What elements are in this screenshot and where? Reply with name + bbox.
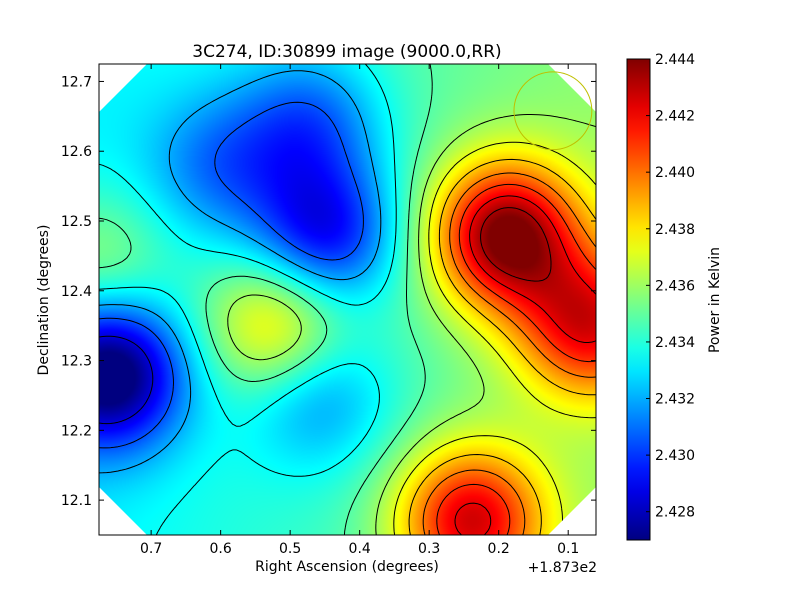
colorbar-tick-label: 2.436 (655, 278, 695, 294)
colorbar-ticks: 2.428 2.430 2.432 2.434 2.436 2.438 2.440 2.442… (646, 52, 695, 521)
x-tick-label: 0.6 (210, 541, 232, 557)
x-axis-ticks: 0.7 0.6 0.5 0.4 0.3 0.2 0.1 (140, 64, 579, 557)
x-tick-label: 0.5 (279, 541, 301, 557)
x-tick-label: 0.1 (557, 541, 579, 557)
colorbar-tick-label: 2.442 (655, 109, 695, 125)
contour-line (99, 70, 382, 474)
colorbar-tick-label: 2.430 (655, 448, 695, 464)
colorbar-tick-label: 2.444 (655, 52, 695, 68)
contour-line (227, 114, 596, 535)
colorbar-tick-label: 2.428 (655, 505, 695, 521)
contour-line (99, 64, 397, 535)
contour-line (422, 172, 596, 535)
footprint-circle (513, 71, 593, 151)
contour-line (393, 141, 596, 535)
colorbar-tick-label: 2.432 (655, 392, 695, 408)
colorbar-frame (626, 58, 651, 541)
contour-line (408, 158, 596, 535)
plot-frame (98, 63, 597, 536)
x-tick-label: 0.4 (349, 541, 371, 557)
y-tick-label: 12.4 (61, 284, 92, 300)
contour-lines (99, 64, 596, 535)
contour-line (99, 101, 364, 449)
x-tick-label: 0.7 (140, 541, 162, 557)
colorbar: 2.428 2.430 2.432 2.434 2.436 2.438 2.440 2.442… (626, 52, 723, 541)
colorbar-tick-label: 2.434 (655, 335, 695, 351)
x-tick-label: 0.3 (418, 541, 440, 557)
x-axis-offset: +1.873e2 (528, 560, 597, 576)
heatmap-image (99, 64, 596, 535)
plot-area: 0.7 0.6 0.5 0.4 0.3 0.2 0.1 12.112.212.312.412… (61, 63, 597, 557)
colorbar-gradient (627, 59, 650, 540)
contour-line (99, 335, 154, 425)
contour-line (99, 64, 433, 535)
colorbar-tick-label: 2.440 (655, 165, 695, 181)
y-tick-label: 12.6 (61, 144, 92, 160)
x-axis-label: Right Ascension (degrees) (255, 559, 439, 575)
contour-line (480, 207, 552, 282)
colorbar-tick-label: 2.438 (655, 222, 695, 238)
y-axis-ticks: 12.1 12.2 12.3 12.4 12.5 12.6 12.7 (61, 74, 596, 509)
chart-title: 3C274, ID:30899 image (9000.0,RR) (192, 42, 501, 62)
y-tick-label: 12.5 (61, 214, 92, 230)
y-tick-label: 12.1 (61, 493, 92, 509)
y-tick-label: 12.3 (61, 354, 92, 370)
colorbar-label: Power in Kelvin (707, 247, 723, 353)
contour-line (454, 195, 596, 535)
y-tick-label: 12.7 (61, 74, 92, 90)
y-axis-label: Declination (degrees) (36, 225, 52, 376)
x-tick-label: 0.2 (488, 541, 510, 557)
y-tick-label: 12.2 (61, 423, 92, 439)
